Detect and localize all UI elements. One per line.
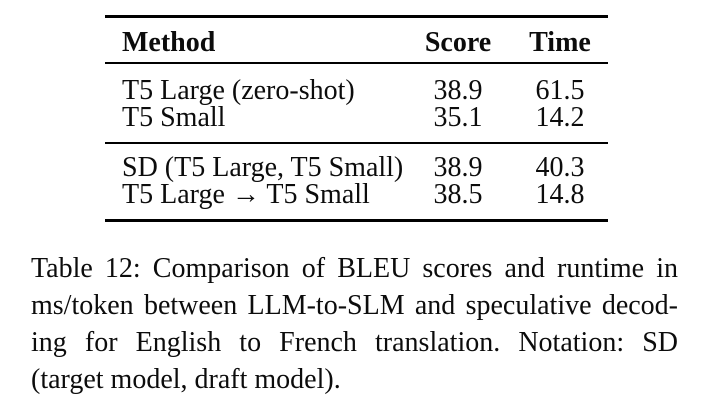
time-cell: 14.2 [535, 101, 585, 133]
column-header-score: Score [424, 26, 492, 58]
time-cell: 14.8 [535, 178, 585, 210]
time-cell: 40.3 [535, 151, 585, 183]
table-group-methods: SD (T5 Large, T5 Small) 38.9 40.3 T5 Lar… [105, 144, 608, 219]
time-cell: 61.5 [535, 74, 585, 106]
score-cell: 35.1 [433, 101, 483, 133]
results-table: Method Score Time T5 Large (zero-shot) 3… [105, 15, 608, 222]
table-row: T5 Small 35.1 14.2 [105, 101, 608, 133]
table-group-baselines: T5 Large (zero-shot) 38.9 61.5 T5 Small … [105, 64, 608, 142]
score-cell: 38.5 [433, 178, 483, 210]
table-caption: Table 12: Comparison of BLEU scores and … [31, 250, 678, 398]
method-cell: T5 Large (zero-shot) [122, 74, 355, 106]
table-header-row: Method Score Time [105, 18, 608, 62]
table-mid-rule [105, 142, 608, 144]
table-row: T5 Large → T5 Small 38.5 14.8 [105, 178, 608, 210]
method-cell: T5 Large → T5 Small [122, 178, 370, 210]
table-row: SD (T5 Large, T5 Small) 38.9 40.3 [105, 151, 608, 183]
caption-line: Table 12: Comparison of BLEU scores and … [31, 253, 678, 284]
table-header-rule [105, 62, 608, 64]
column-header-time: Time [529, 26, 591, 58]
caption-line: ms/token between LLM-to-SLM and speculat… [31, 290, 678, 321]
table-bottom-rule [105, 219, 608, 222]
method-cell: SD (T5 Large, T5 Small) [122, 151, 404, 183]
score-cell: 38.9 [433, 151, 483, 183]
score-cell: 38.9 [433, 74, 483, 106]
caption-line: (target model, draft model). [31, 364, 341, 395]
table-top-rule [105, 15, 608, 18]
caption-line: ing for English to French translation. N… [31, 327, 678, 358]
table-row: T5 Large (zero-shot) 38.9 61.5 [105, 74, 608, 106]
column-header-method: Method [122, 26, 216, 58]
method-cell: T5 Small [122, 101, 226, 133]
